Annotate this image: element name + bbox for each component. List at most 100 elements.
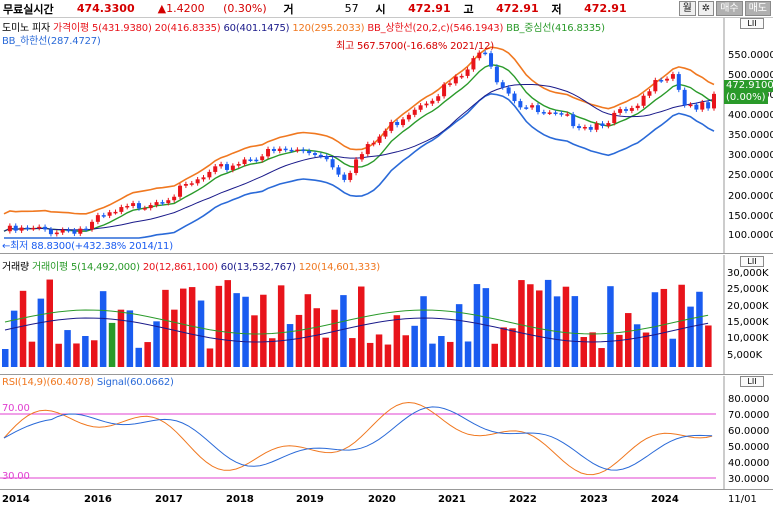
volume-bar [153, 321, 160, 367]
volume-bar [46, 279, 53, 367]
rsi-level-high: 70.00 [2, 403, 30, 414]
candle-body [107, 212, 112, 216]
price-y-tick: 350.0000 [728, 130, 773, 141]
volume-bar [2, 349, 9, 367]
candle-body [160, 202, 165, 204]
candle-body [541, 112, 546, 114]
rsi-y-tick: 80.0000 [728, 394, 769, 405]
candle-body [54, 232, 59, 235]
volume-bar [696, 291, 703, 367]
candle-body [688, 104, 693, 107]
candle-body [95, 215, 100, 222]
volume-bar [64, 330, 71, 367]
price-chart: 550.0000500.0000450.0000400.0000350.0000… [3, 18, 773, 254]
period-button[interactable]: 월 [678, 1, 696, 16]
candle-body [183, 183, 188, 186]
volume-pane-toggle-button[interactable]: LII [740, 256, 764, 267]
ma60-line [3, 84, 715, 232]
candle-body [84, 228, 89, 231]
volume-bar [358, 286, 365, 367]
volume-pane[interactable]: 30,000K 25,000K 20,000K 15,000K 10,000K 5,000… [0, 255, 773, 375]
x-axis-year: 2014 [2, 494, 30, 505]
volume-bar [464, 341, 472, 367]
candle-body [665, 78, 670, 81]
rsi-level-low: 30.00 [2, 471, 30, 482]
candle-body [518, 101, 523, 108]
settings-icon[interactable]: ✲ [697, 1, 715, 16]
candle-body [371, 142, 376, 145]
candle-body [330, 159, 335, 168]
candle-body [535, 105, 540, 113]
volume-bar [99, 291, 107, 367]
volume-bar [135, 347, 142, 367]
rsi-y-tick: 30.0000 [728, 474, 769, 485]
candle-body [512, 93, 517, 102]
candle-body [90, 221, 95, 230]
volume-bar [678, 284, 685, 367]
volume-bar [651, 292, 659, 367]
candle-body [72, 230, 77, 234]
candle-body [242, 159, 247, 165]
candle-body [494, 66, 499, 83]
high-annotation: 최고 567.5700(-16.68% 2021/12) [336, 41, 494, 52]
candle-body [447, 83, 452, 85]
volume-legend-name: 거래량 [2, 262, 29, 273]
x-axis: 2014 2016 2017 2018 2019 2020 2021 2022 2023 2024… [0, 490, 773, 505]
candle-body [401, 119, 406, 126]
rsi-pane[interactable]: 80.0000 70.0000 60.0000 50.0000 40.0000 30.00… [0, 376, 773, 490]
price-pane-toggle-button[interactable]: LII [740, 18, 764, 29]
candle-body [295, 149, 300, 152]
candle-body [148, 205, 153, 209]
price-y-tick: 150.0000 [728, 211, 773, 222]
volume-bar [580, 337, 587, 367]
sell-button[interactable]: 매도 [744, 1, 771, 16]
volume-bar [37, 298, 45, 367]
volume-y-tick: 25,000K [727, 284, 769, 295]
candle-body [418, 105, 423, 110]
candle-body [383, 130, 388, 137]
candle-body [266, 148, 271, 157]
candle-body [635, 105, 640, 109]
volume-bar [91, 340, 98, 367]
candle-body [13, 225, 18, 231]
volume-bar [411, 325, 418, 367]
candle-body [477, 52, 482, 59]
volume-bar [295, 314, 303, 367]
candle-body [78, 228, 83, 234]
buy-button[interactable]: 매수 [716, 1, 743, 16]
x-axis-year: 2021 [438, 494, 466, 505]
candle-body [236, 164, 241, 166]
volume-label: 거 [283, 2, 294, 16]
volume-bar [384, 344, 392, 367]
rsi-pane-toggle-button[interactable]: LII [740, 376, 764, 387]
volume-bar [171, 309, 178, 367]
x-axis-year: 2023 [580, 494, 608, 505]
rsi-legend-signal: Signal(60.0662) [96, 377, 174, 388]
candle-body [213, 166, 218, 172]
candle-body [489, 53, 494, 67]
candle-body [506, 87, 511, 94]
candle-body [406, 114, 411, 120]
volume-bar [625, 313, 632, 367]
low-label: 저 [551, 2, 562, 16]
candle-body [600, 123, 605, 126]
volume-bar [126, 310, 134, 367]
candle-body [219, 164, 224, 167]
volume-bar [73, 343, 80, 367]
volume-bar [277, 285, 285, 367]
volume-bar [473, 284, 481, 367]
volume-bar [233, 293, 240, 367]
price-pane[interactable]: 550.0000500.0000450.0000400.0000350.0000… [0, 18, 773, 254]
volume-chart: 30,000K 25,000K 20,000K 15,000K 10,000K 5,000… [2, 255, 769, 375]
candle-body [647, 91, 652, 96]
x-axis-year: 2019 [296, 494, 324, 505]
candle-body [254, 159, 259, 162]
volume-bar [331, 309, 338, 367]
candle-body [178, 185, 183, 197]
candle-body [189, 183, 194, 185]
candle-body [201, 177, 206, 180]
x-axis-labels: 2014 2016 2017 2018 2019 2020 2021 2022 2023 2024… [2, 494, 757, 505]
toolbar-buttons: 월 ✲ 매수 매도 [678, 1, 773, 16]
volume-bar [660, 288, 668, 367]
price-change-pct: (0.30%) [223, 2, 267, 15]
